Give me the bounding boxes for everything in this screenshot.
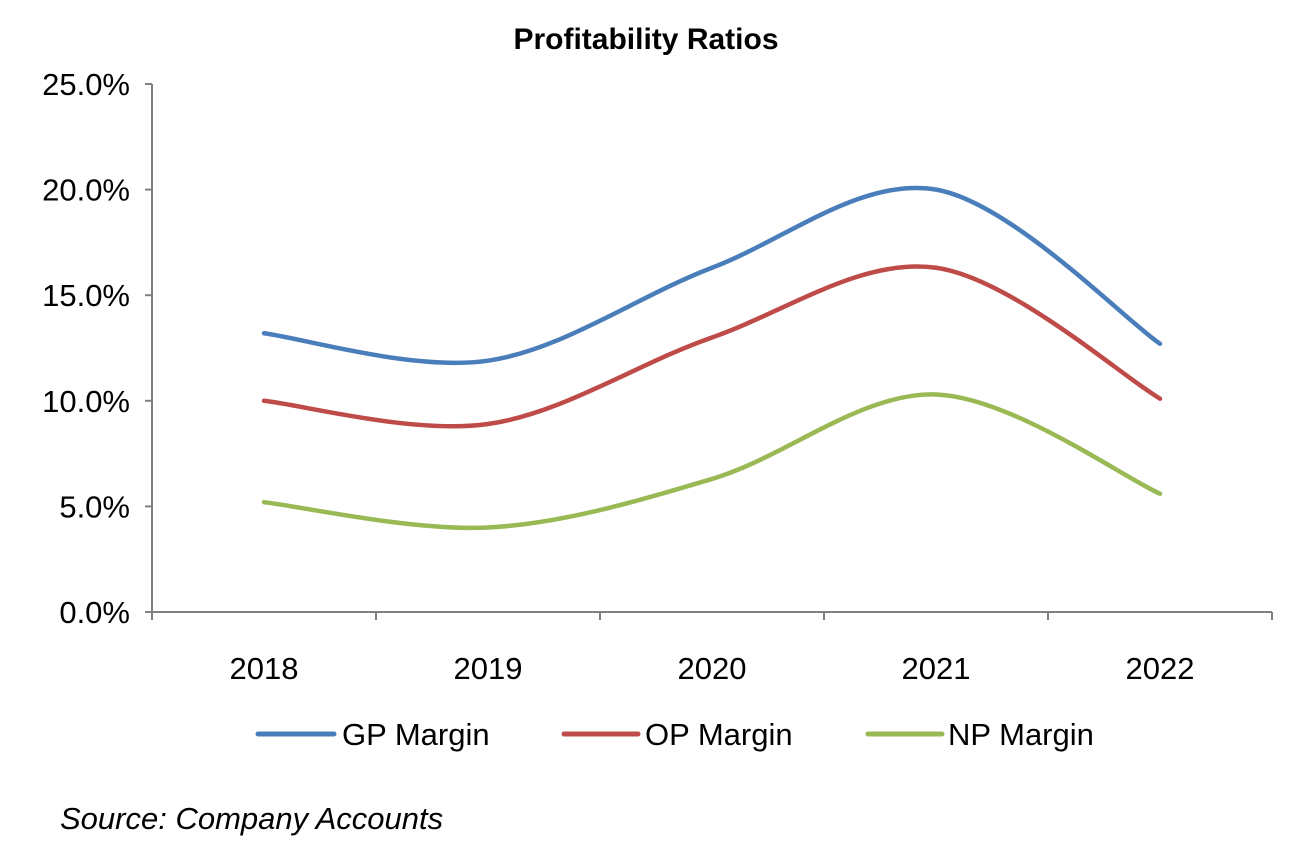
y-tick-label: 5.0% — [59, 489, 130, 524]
y-tick-label: 25.0% — [42, 67, 130, 102]
x-tick-label: 2019 — [454, 651, 523, 686]
x-tick-label: 2018 — [230, 651, 299, 686]
y-tick-label: 0.0% — [59, 595, 130, 630]
chart-title: Profitability Ratios — [513, 23, 778, 56]
gp-margin-line — [261, 185, 1163, 366]
legend-label-np-margin: NP Margin — [948, 717, 1094, 752]
x-axis-ticks: 2018 2019 2020 2021 2022 — [151, 612, 1273, 686]
series-lines — [261, 185, 1163, 531]
x-tick-label: 2022 — [1126, 651, 1195, 686]
legend: GP Margin OP Margin NP Margin — [255, 717, 1094, 752]
x-tick-label: 2021 — [902, 651, 971, 686]
np-margin-line — [261, 392, 1163, 531]
y-tick-label: 20.0% — [42, 173, 130, 208]
op-margin-line — [261, 264, 1163, 429]
legend-label-gp-margin: GP Margin — [342, 717, 490, 752]
legend-label-op-margin: OP Margin — [645, 717, 793, 752]
x-tick-label: 2020 — [678, 651, 747, 686]
source-note: Source: Company Accounts — [60, 801, 443, 836]
y-axis-ticks: 0.0% 5.0% 10.0% 15.0% 20.0% 25.0% — [42, 67, 152, 630]
y-tick-label: 10.0% — [42, 384, 130, 419]
y-tick-label: 15.0% — [42, 278, 130, 313]
